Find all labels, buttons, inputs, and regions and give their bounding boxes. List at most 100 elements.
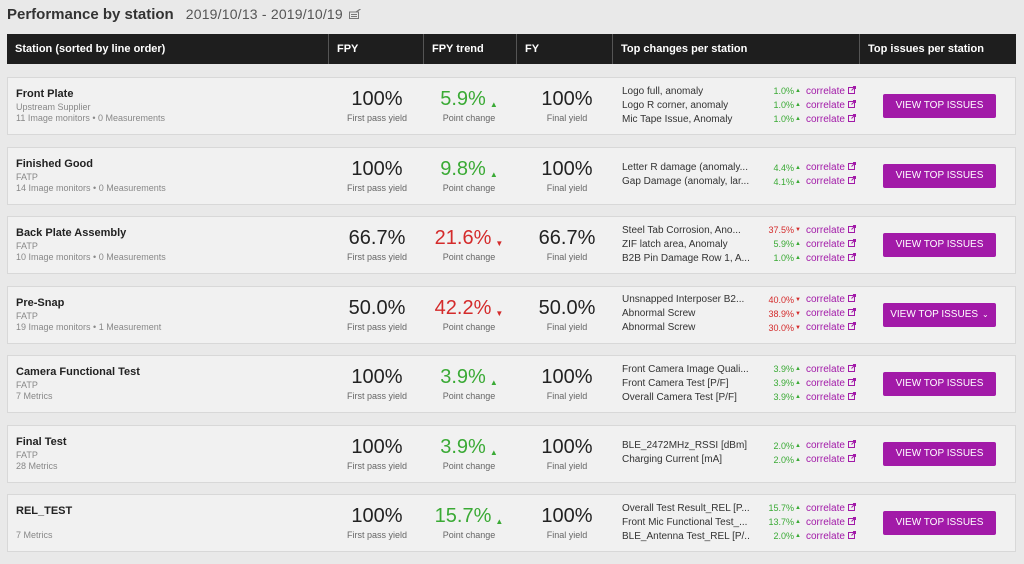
fpy-caption: First pass yield bbox=[346, 460, 408, 471]
top-change-label: Front Mic Functional Test_... bbox=[622, 516, 748, 528]
correlate-label: correlate bbox=[806, 224, 845, 236]
top-change-label: Abnormal Screw bbox=[622, 308, 696, 319]
column-header-fpy-trend[interactable]: FPY trend bbox=[424, 34, 517, 64]
view-top-issues-button[interactable]: VIEW TOP ISSUES bbox=[883, 441, 996, 466]
correlate-link[interactable]: correlate bbox=[806, 516, 856, 528]
external-link-icon[interactable] bbox=[845, 294, 856, 305]
external-link-icon[interactable] bbox=[845, 224, 856, 236]
external-link-icon[interactable] bbox=[845, 391, 856, 403]
top-change-item: Abnormal Screw 38.9% ▼ correlate bbox=[622, 307, 862, 321]
external-link-icon[interactable] bbox=[845, 176, 856, 187]
correlate-link[interactable]: correlate bbox=[806, 294, 856, 305]
column-header-top-issues[interactable]: Top issues per station bbox=[868, 43, 984, 55]
view-top-issues-button[interactable]: VIEW TOP ISSUES bbox=[883, 94, 996, 118]
arrow-down-icon: ▼ bbox=[495, 308, 504, 318]
station-name[interactable]: Camera Functional Test bbox=[16, 366, 140, 378]
view-top-issues-button[interactable]: VIEW TOP ISSUES ⌄ bbox=[883, 302, 996, 327]
fy-value: 100% bbox=[541, 505, 593, 527]
arrow-up-icon: ▲ bbox=[795, 394, 801, 400]
external-link-icon[interactable] bbox=[845, 377, 856, 389]
station-monitor-count: 14 Image monitors • 0 Measurements bbox=[16, 182, 166, 193]
external-link-icon[interactable] bbox=[845, 502, 856, 514]
external-link-icon[interactable] bbox=[845, 85, 856, 97]
correlate-link[interactable]: correlate bbox=[806, 530, 856, 542]
arrow-up-icon: ▲ bbox=[489, 447, 498, 457]
top-change-label: Letter R damage (anomaly... bbox=[622, 162, 748, 173]
date-range[interactable]: 2019/10/13 - 2019/10/19 bbox=[185, 6, 343, 22]
external-link-icon[interactable] bbox=[845, 113, 856, 125]
correlate-link[interactable]: correlate bbox=[806, 252, 856, 264]
correlate-label: correlate bbox=[806, 162, 845, 173]
column-header-station[interactable]: Station (sorted by line order) bbox=[7, 34, 329, 64]
correlate-link[interactable]: correlate bbox=[806, 113, 856, 125]
correlate-link[interactable]: correlate bbox=[806, 391, 856, 403]
arrow-down-icon: ▼ bbox=[795, 227, 801, 233]
external-link-icon[interactable] bbox=[845, 440, 856, 451]
external-link-icon[interactable] bbox=[845, 363, 856, 375]
top-change-item: Front Camera Test [P/F] 3.9% ▲ correlate bbox=[622, 376, 862, 390]
arrow-up-icon: ▲ bbox=[795, 519, 801, 525]
external-link-icon[interactable] bbox=[845, 516, 856, 528]
top-change-value: 2.0% bbox=[773, 454, 794, 465]
fy-value: 50.0% bbox=[538, 296, 596, 319]
station-name[interactable]: Finished Good bbox=[16, 157, 93, 170]
station-name[interactable]: Back Plate Assembly bbox=[16, 227, 127, 239]
top-change-label: Overall Camera Test [P/F] bbox=[622, 391, 737, 403]
correlate-link[interactable]: correlate bbox=[806, 224, 856, 236]
fpy-metric: 66.7% First pass yield bbox=[332, 226, 422, 262]
top-change-label: BLE_Antenna Test_REL [P/... bbox=[622, 530, 750, 542]
top-change-label: B2B Pin Damage Row 1, A... bbox=[622, 252, 750, 264]
column-header-fy[interactable]: FY bbox=[517, 34, 613, 64]
external-link-icon[interactable] bbox=[845, 238, 856, 250]
fy-metric: 100% Final yield bbox=[522, 504, 612, 540]
arrow-up-icon: ▲ bbox=[795, 456, 801, 463]
correlate-link[interactable]: correlate bbox=[806, 162, 856, 173]
external-link-icon[interactable] bbox=[845, 322, 856, 333]
top-change-item: Front Camera Image Quali... 3.9% ▲ correlat… bbox=[622, 362, 862, 376]
fpy-metric: 50.0% First pass yield bbox=[332, 296, 422, 332]
external-link-icon[interactable] bbox=[845, 99, 856, 111]
fy-metric: 100% Final yield bbox=[522, 157, 612, 193]
top-change-item: BLE_Antenna Test_REL [P/... 2.0% ▲ correlat… bbox=[622, 529, 862, 543]
correlate-link[interactable]: correlate bbox=[806, 377, 856, 389]
station-name[interactable]: Pre-Snap bbox=[16, 296, 65, 309]
top-change-label: Logo R corner, anomaly bbox=[622, 99, 729, 111]
arrow-up-icon: ▲ bbox=[795, 164, 801, 171]
top-changes-list: Logo full, anomaly 1.0% ▲ correlate Logo R c… bbox=[622, 84, 862, 126]
external-link-icon[interactable] bbox=[845, 252, 856, 264]
calendar-edit-icon[interactable] bbox=[348, 9, 361, 19]
external-link-icon[interactable] bbox=[845, 162, 856, 173]
top-change-label: BLE_2472MHz_RSSI [dBm] bbox=[622, 440, 748, 451]
correlate-link[interactable]: correlate bbox=[806, 238, 856, 250]
correlate-link[interactable]: correlate bbox=[806, 308, 856, 319]
correlate-link[interactable]: correlate bbox=[806, 363, 856, 375]
correlate-link[interactable]: correlate bbox=[806, 502, 856, 514]
correlate-link[interactable]: correlate bbox=[806, 322, 856, 333]
correlate-link[interactable]: correlate bbox=[806, 99, 856, 111]
station-name[interactable]: Final Test bbox=[16, 435, 67, 448]
correlate-link[interactable]: correlate bbox=[806, 440, 856, 451]
column-header-fpy[interactable]: FPY bbox=[329, 34, 424, 64]
correlate-label: correlate bbox=[806, 113, 845, 125]
correlate-link[interactable]: correlate bbox=[806, 176, 856, 187]
top-change-label: Steel Tab Corrosion, Ano... bbox=[622, 224, 741, 236]
fpy-trend-value: 42.2% ▼ bbox=[434, 296, 504, 319]
column-header-top-changes[interactable]: Top changes per station bbox=[613, 34, 860, 64]
correlate-label: correlate bbox=[806, 176, 845, 187]
external-link-icon[interactable] bbox=[845, 530, 856, 542]
view-top-issues-button[interactable]: VIEW TOP ISSUES bbox=[883, 163, 996, 188]
station-type: FATP bbox=[16, 449, 38, 460]
external-link-icon[interactable] bbox=[845, 454, 856, 465]
view-top-issues-button[interactable]: VIEW TOP ISSUES bbox=[883, 511, 996, 535]
correlate-link[interactable]: correlate bbox=[806, 85, 856, 97]
view-top-issues-button[interactable]: VIEW TOP ISSUES bbox=[883, 233, 996, 257]
top-change-item: Gap Damage (anomaly, lar... 4.1% ▲ correlat… bbox=[622, 175, 862, 189]
top-change-item: Front Mic Functional Test_... 13.7% ▲ corre… bbox=[622, 515, 862, 529]
station-name[interactable]: Front Plate bbox=[16, 88, 74, 100]
external-link-icon[interactable] bbox=[845, 308, 856, 319]
correlate-link[interactable]: correlate bbox=[806, 454, 856, 465]
fy-caption: Final yield bbox=[546, 182, 588, 193]
view-top-issues-button[interactable]: VIEW TOP ISSUES bbox=[883, 372, 996, 396]
station-name[interactable]: REL_TEST bbox=[16, 505, 73, 517]
station-type: FATP bbox=[16, 310, 38, 321]
